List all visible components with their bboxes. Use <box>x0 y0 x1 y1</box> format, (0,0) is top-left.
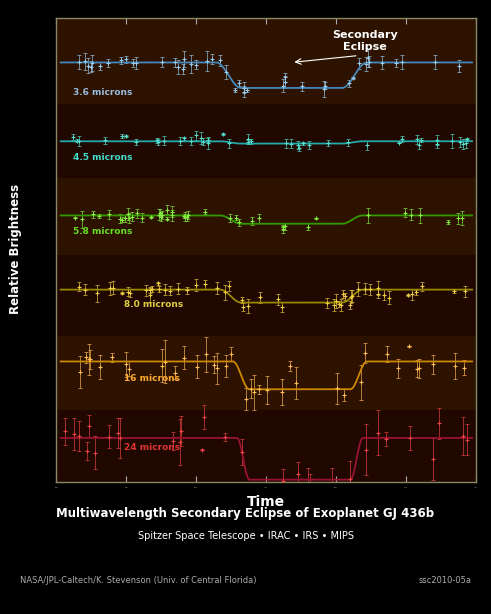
Text: ssc2010-05a: ssc2010-05a <box>418 576 471 585</box>
Text: 3.6 microns: 3.6 microns <box>73 88 133 97</box>
Text: 4.5 microns: 4.5 microns <box>73 153 133 162</box>
Text: 24 microns: 24 microns <box>124 443 180 451</box>
Bar <box>56 178 476 255</box>
Bar <box>56 336 476 410</box>
Text: Multiwavelength Secondary Eclipse of Exoplanet GJ 436b: Multiwavelength Secondary Eclipse of Exo… <box>56 507 435 519</box>
Text: Secondary
Eclipse: Secondary Eclipse <box>332 30 398 52</box>
Bar <box>56 410 476 482</box>
Text: 8.0 microns: 8.0 microns <box>124 300 183 309</box>
Text: Spitzer Space Telescope • IRAC • IRS • MIPS: Spitzer Space Telescope • IRAC • IRS • M… <box>137 531 354 541</box>
Bar <box>56 18 476 104</box>
X-axis label: Time: Time <box>247 495 285 509</box>
Text: NASA/JPL-Caltech/K. Stevenson (Univ. of Central Florida): NASA/JPL-Caltech/K. Stevenson (Univ. of … <box>20 576 256 585</box>
Bar <box>56 255 476 336</box>
Text: 16 microns: 16 microns <box>124 375 180 383</box>
Text: Relative Brightness: Relative Brightness <box>9 184 22 314</box>
Text: 5.8 microns: 5.8 microns <box>73 227 133 236</box>
Bar <box>56 104 476 178</box>
